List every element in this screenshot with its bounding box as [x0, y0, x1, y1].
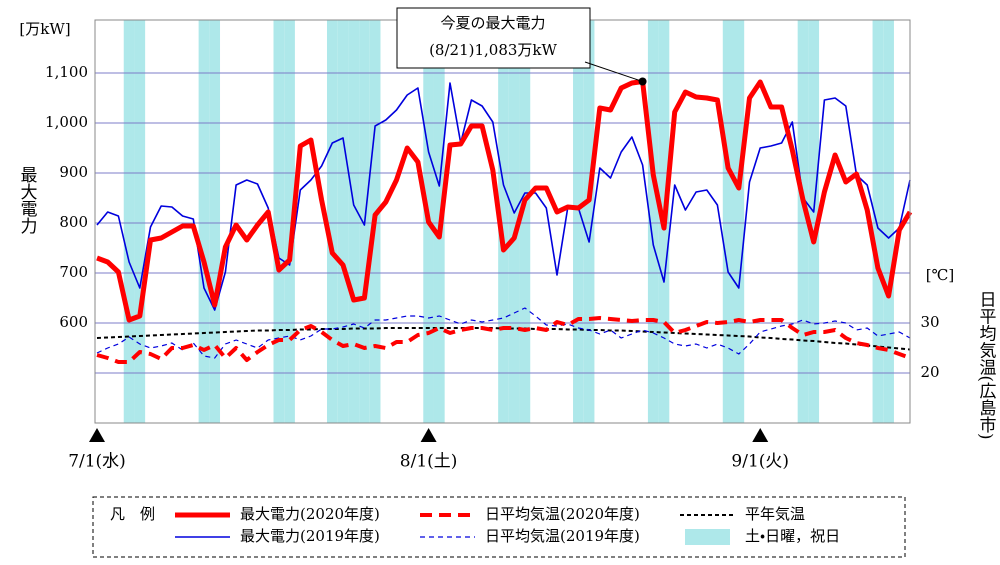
series-line: [96, 79, 913, 323]
x-tick-marker: [752, 428, 769, 442]
x-tick-label: 7/1(水): [68, 452, 126, 472]
legend-label: 平年気温: [745, 505, 805, 523]
x-tick-marker: [89, 428, 105, 442]
annotation-box: [396, 7, 591, 69]
y-tick-label: 600: [59, 313, 88, 331]
holiday-band: [872, 20, 884, 423]
holiday-band: [733, 20, 745, 423]
y-tick-label: 1,000: [45, 113, 88, 131]
y-unit: [万kW]: [19, 20, 70, 38]
holiday-band: [583, 20, 595, 423]
legend-label: 日平均気温(2020年度): [485, 505, 640, 523]
y-tick-label: 800: [59, 213, 88, 231]
x-tick-label: 9/1(火): [731, 452, 789, 472]
y-axis-title: 最大電力: [17, 166, 38, 234]
y-tick-label: 700: [59, 263, 88, 281]
legend-swatch: [685, 529, 730, 545]
annotation-pointer: [584, 61, 643, 82]
y2-axis-title: 日平均気温(広島市): [976, 290, 997, 439]
holiday-band: [647, 20, 659, 423]
legend-label: 最大電力(2019年度): [240, 527, 380, 545]
holiday-band: [519, 20, 531, 423]
y-tick-label: 900: [59, 163, 88, 181]
holiday-band: [508, 20, 520, 423]
holiday-band: [573, 20, 584, 423]
holiday-band: [134, 20, 146, 423]
holiday-band: [326, 20, 338, 423]
y2-unit: [℃]: [926, 266, 954, 284]
holiday-band: [722, 20, 734, 423]
legend-box: [92, 496, 906, 558]
holiday-band: [209, 20, 221, 423]
legend-title: 凡 例: [110, 505, 155, 523]
holiday-band: [883, 20, 894, 423]
holiday-band: [808, 20, 820, 423]
holiday-band: [348, 20, 360, 423]
series-line: [96, 316, 911, 364]
series-line: [96, 82, 911, 311]
annotation-text: 今夏の最大電力: [440, 14, 545, 32]
x-tick-label: 8/1(土): [400, 452, 458, 472]
holiday-band: [498, 20, 509, 423]
holiday-band: [337, 20, 349, 423]
line-layer: [96, 79, 913, 364]
legend-label: 日平均気温(2019年度): [485, 527, 640, 545]
y-tick-label: 1,100: [45, 63, 88, 81]
series-line: [96, 307, 911, 359]
holiday-band: [797, 20, 809, 423]
annotation-text: (8/21)1,083万kW: [429, 41, 557, 59]
max-point: [638, 77, 647, 86]
legend-label: 最大電力(2020年度): [240, 505, 380, 523]
shading-layer: [123, 20, 894, 423]
x-tick-marker: [420, 428, 437, 442]
holiday-band: [123, 20, 135, 423]
legend-label: 土・日曜，祝日: [745, 527, 840, 545]
legend: 最大電力(2020年度) 最大電力(2019年度) 日平均気温(2020年度) 日平均…: [175, 505, 840, 545]
holiday-band: [198, 20, 210, 423]
holiday-band: [273, 20, 285, 423]
holiday-band: [284, 20, 295, 423]
y2-tick-label: 30: [920, 313, 939, 331]
y2-tick-label: 20: [920, 363, 939, 381]
grid-layer: [95, 72, 910, 374]
